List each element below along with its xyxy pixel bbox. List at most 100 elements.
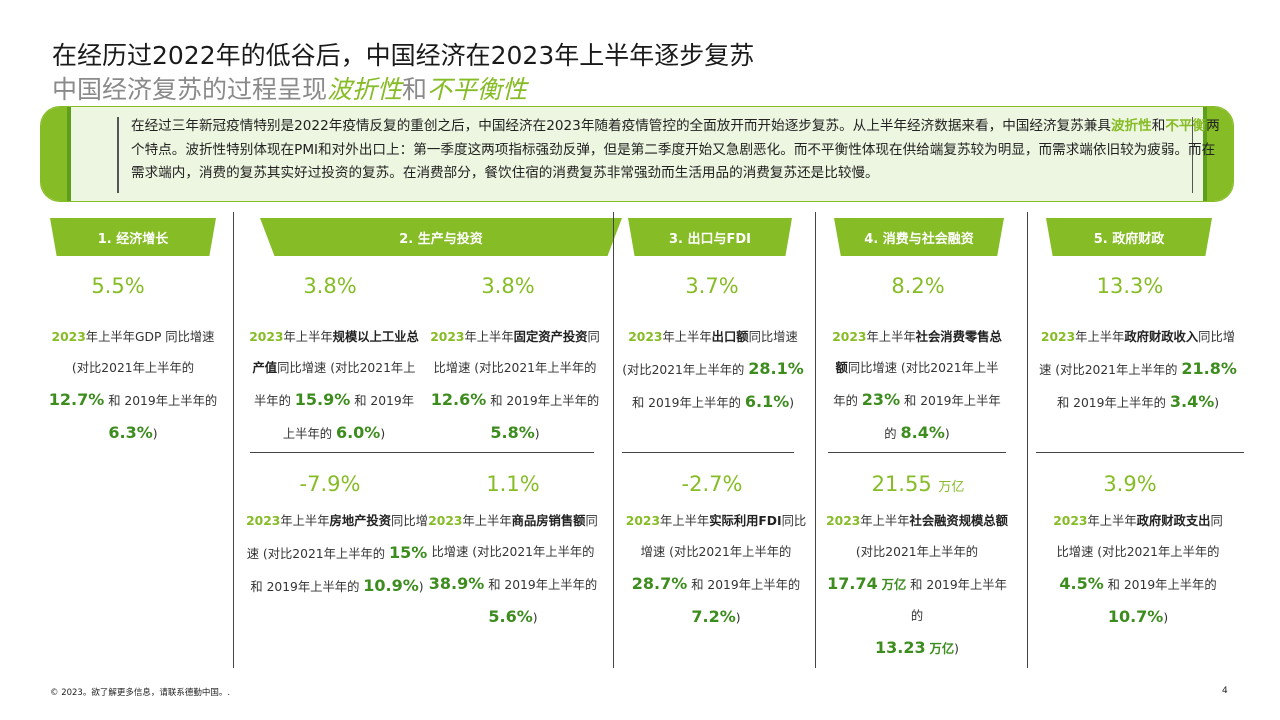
financing-year: 2023 — [826, 514, 861, 528]
footer-copyright: © 2023。欲了解更多信息，请联系德勤中国。. — [50, 688, 231, 698]
housing-2021-value: 38.9% — [428, 574, 485, 593]
fdi-label-d: 和 2019年上半年的 — [687, 578, 801, 592]
retail-label-a: 年上半年 — [866, 330, 916, 344]
subtitle-highlight-imbalance: 不平衡性 — [427, 75, 528, 104]
housing-2019-value: 5.6% — [488, 607, 533, 626]
fixed-2021-value: 12.6% — [430, 390, 487, 409]
intro-right-line — [1191, 117, 1193, 193]
realestate-label-c: 同比增速 (对比2021年上半年的 — [246, 514, 428, 561]
intro-text-part2: 两个特点。波折性特别体现在PMI和对外出口上：第一季度这两项指标强劲反弹，但是第… — [131, 118, 1220, 181]
social-financing-description: 2023年上半年社会融资规模总额 (对比2021年上半年的 17.74 万亿 和 … — [822, 506, 1012, 665]
tab-economic-growth: 1. 经济增长 — [50, 218, 216, 256]
realestate-year: 2023 — [246, 514, 281, 528]
industrial-2021-value: 15.9% — [294, 390, 351, 409]
column-divider-2 — [613, 212, 615, 668]
tab-production-investment: 2. 生产与投资 — [260, 218, 622, 256]
real-estate-investment-value: -7.9% — [299, 472, 361, 496]
retail-year: 2023 — [832, 330, 867, 344]
industrial-label-c: 同比增速 (对比2021年上半年的 — [253, 361, 416, 408]
column-divider-4 — [1027, 212, 1029, 668]
gdp-label: 年上半年GDP 同比增速 — [85, 330, 215, 344]
financing-stat-unit: 万亿 — [938, 480, 965, 495]
industrial-label-b: 规模以上工业总产值 — [252, 330, 419, 375]
industrial-output-description: 2023年上半年规模以上工业总产值同比增速 (对比2021年上半年的 15.9%… — [248, 322, 420, 450]
industrial-output-value: 3.8% — [303, 274, 357, 298]
realestate-2019-value: 10.9% — [363, 576, 419, 595]
gdp-compare-2019: 和 2019年上半年的 — [104, 394, 218, 408]
financing-2019-unit: 万亿 — [929, 642, 955, 656]
row-divider-production — [250, 452, 594, 453]
row-divider-export — [622, 452, 794, 453]
financing-2021-value: 17.74 — [827, 574, 878, 593]
housing-close: ) — [532, 611, 538, 625]
row-divider-consumption — [828, 452, 1006, 453]
fdi-label-c: 同比增速 (对比2021年上半年的 — [640, 514, 807, 559]
fdi-label-b: 实际利用FDI — [709, 514, 782, 528]
fiscal-rev-label-d: 和 2019年上半年的 — [1056, 396, 1170, 410]
housing-label-b: 商品房销售额 — [511, 514, 586, 528]
fiscal-exp-2019-value: 10.7% — [1107, 607, 1164, 626]
realestate-close: ) — [418, 580, 424, 594]
financing-label-b: 社会融资规模总额 — [909, 514, 1008, 528]
housing-year: 2023 — [428, 514, 463, 528]
financing-stat-number: 21.55 — [871, 472, 932, 496]
fixed-label-d: 和 2019年上半年的 — [486, 394, 600, 408]
intro-panel: 在经过三年新冠疫情特别是2022年疫情反复的重创之后，中国经济在2023年随着疫… — [40, 106, 1234, 202]
intro-right-bar — [1205, 107, 1233, 201]
page-number: 4 — [1222, 686, 1228, 696]
fixed-investment-value: 3.8% — [481, 274, 535, 298]
fiscal-rev-label-a: 年上半年 — [1075, 330, 1125, 344]
retail-2021-value: 23% — [861, 390, 901, 409]
fixed-2019-value: 5.8% — [490, 423, 535, 442]
realestate-label-d: 和 2019年上半年的 — [250, 580, 364, 594]
column-divider-1 — [233, 212, 235, 668]
column-divider-3 — [815, 212, 817, 668]
row-divider-finance — [1036, 452, 1244, 453]
fiscal-exp-label-d: 和 2019年上半年的 — [1103, 578, 1217, 592]
financing-2019-value: 13.23 — [875, 638, 926, 657]
fiscal-exp-close: ) — [1163, 611, 1169, 625]
export-compare-intro: (对比2021年上半年的 — [622, 363, 749, 377]
fiscal-exp-year: 2023 — [1053, 514, 1088, 528]
fiscal-rev-label-b: 政府财政收入 — [1124, 330, 1199, 344]
realestate-label-b: 房地产投资 — [329, 514, 392, 528]
retail-label-c: 同比增速 (对比2021年上半年的 — [833, 361, 999, 408]
housing-sales-value: 1.1% — [486, 472, 540, 496]
retail-sales-value: 8.2% — [891, 274, 945, 298]
fiscal-exp-label-c: 同比增速 (对比2021年上半年的 — [1056, 514, 1223, 559]
export-2019-value: 6.1% — [744, 392, 790, 411]
intro-text-part1: 在经过三年新冠疫情特别是2022年疫情反复的重创之后，中国经济在2023年随着疫… — [131, 118, 1111, 134]
fiscal-exp-2021-value: 4.5% — [1059, 574, 1104, 593]
gdp-growth-description: 2023年上半年GDP 同比增速 (对比2021年上半年的 12.7% 和 20… — [40, 322, 226, 450]
gdp-year: 2023 — [51, 330, 86, 344]
subtitle-prefix: 中国经济复苏的过程呈现 — [52, 75, 328, 104]
subtitle-highlight-volatility: 波折性 — [327, 75, 403, 104]
fixed-label-c: 同比增速 (对比2021年上半年的 — [433, 330, 600, 375]
financing-label-d: 和 2019年上半年的 — [906, 578, 1007, 623]
fixed-label-a: 年上半年 — [464, 330, 514, 344]
fiscal-expenditure-description: 2023年上半年政府财政支出同比增速 (对比2021年上半年的 4.5% 和 2… — [1048, 506, 1228, 634]
fixed-close: ) — [534, 427, 540, 441]
gdp-growth-value: 5.5% — [91, 274, 145, 298]
export-label-a: 年上半年 — [662, 330, 712, 344]
realestate-label-a: 年上半年 — [280, 514, 330, 528]
export-description: 2023年上半年出口额同比增速 (对比2021年上半年的 28.1% 和 201… — [622, 322, 804, 419]
fdi-2019-value: 7.2% — [691, 607, 736, 626]
fdi-label-a: 年上半年 — [660, 514, 710, 528]
fdi-2021-value: 28.7% — [631, 574, 688, 593]
tab-consumption-financing: 4. 消费与社会融资 — [834, 218, 1004, 256]
tab-export-fdi: 3. 出口与FDI — [628, 218, 792, 256]
fiscal-rev-year: 2023 — [1040, 330, 1076, 344]
industrial-year: 2023 — [249, 330, 284, 344]
fixed-year: 2023 — [430, 330, 465, 344]
export-label-c: 同比增速 — [748, 330, 798, 344]
intro-right-bar-stripe — [1203, 107, 1207, 201]
fiscal-rev-close: ) — [1214, 396, 1220, 410]
housing-label-d: 和 2019年上半年的 — [484, 578, 598, 592]
fixed-label-b: 固定资产投资 — [513, 330, 588, 344]
intro-highlight-volatility: 波折性 — [1110, 118, 1152, 134]
fiscal-rev-2019-value: 3.4% — [1169, 392, 1215, 411]
export-year: 2023 — [628, 330, 663, 344]
retail-sales-description: 2023年上半年社会消费零售总额同比增速 (对比2021年上半年的 23% 和 … — [832, 322, 1002, 450]
financing-label-a: 年上半年 — [860, 514, 910, 528]
